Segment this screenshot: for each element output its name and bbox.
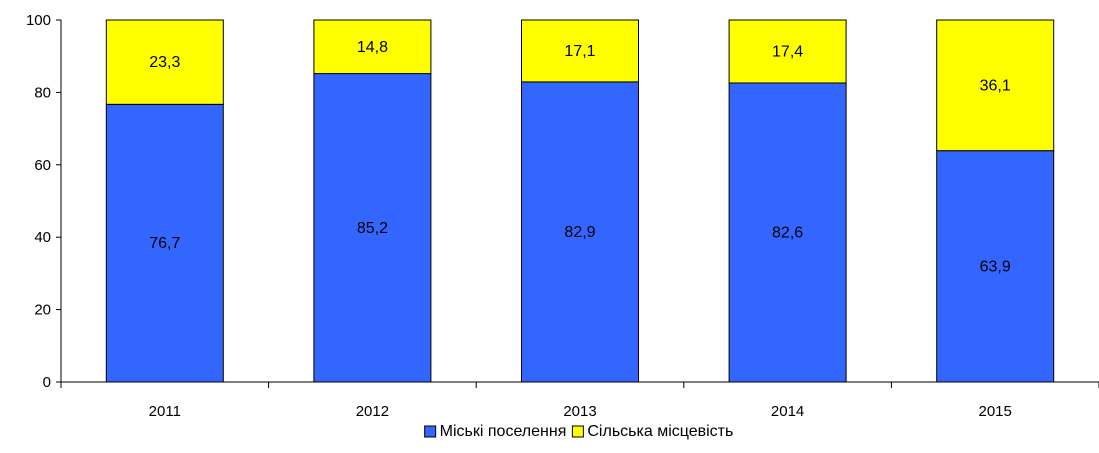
y-tick-label: 40 (34, 229, 51, 246)
x-tick-label: 2014 (771, 403, 804, 420)
bar-segment-urban (936, 150, 1055, 383)
y-tick-label: 80 (34, 84, 51, 101)
data-label: 82,9 (564, 224, 595, 241)
data-label: 23,3 (149, 54, 180, 71)
bar-segment-rural (105, 19, 224, 105)
legend-swatch (424, 425, 437, 438)
bar-segment-urban (521, 81, 639, 383)
data-label: 17,1 (564, 43, 595, 60)
data-label: 63,9 (980, 258, 1011, 275)
legend-item: Сільська місцевість (571, 423, 733, 440)
x-tick-label: 2011 (149, 403, 181, 420)
data-label: 36,1 (980, 77, 1011, 94)
y-tick-label: 0 (43, 374, 51, 391)
bar-segment-urban (105, 103, 224, 383)
legend-label: Сільська місцевість (587, 423, 733, 440)
bars (105, 19, 1055, 383)
bar-segment-rural (936, 19, 1055, 152)
x-tick-label: 2012 (356, 403, 389, 420)
bar-segment-urban (313, 73, 432, 383)
x-tick-label: 2013 (563, 403, 596, 420)
legend-item: Міські поселення (424, 423, 567, 440)
data-label: 17,4 (772, 43, 803, 60)
bar-segment-rural (728, 19, 847, 84)
bar-segment-urban (728, 82, 847, 383)
axes: 0 20 40 60 80 100 2011 2012 2013 2014 2015 (26, 12, 1099, 420)
bar-segment-rural (521, 19, 639, 83)
y-tick-label: 60 (34, 157, 51, 174)
data-label: 76,7 (149, 235, 180, 252)
legend-swatch (571, 425, 584, 438)
data-label: 85,2 (357, 220, 388, 237)
legend-label: Міські поселення (440, 423, 567, 440)
data-labels: 76,7 23,3 85,2 14,8 82,9 17,1 82,6 17,4 63,9 36,1 (149, 39, 1011, 276)
data-label: 14,8 (357, 39, 388, 56)
y-tick-label: 100 (26, 12, 51, 29)
x-tick-label: 2015 (979, 403, 1012, 420)
data-label: 82,6 (772, 224, 803, 241)
legend: Міські поселення Сільська місцевість (424, 423, 733, 440)
bar-segment-rural (313, 19, 432, 75)
y-tick-label: 20 (34, 302, 51, 319)
